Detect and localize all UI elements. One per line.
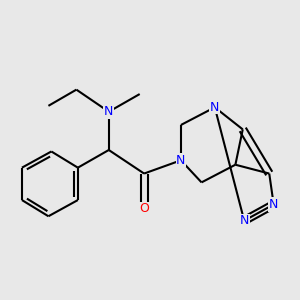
Text: N: N	[239, 214, 249, 227]
Text: O: O	[139, 202, 149, 215]
Text: N: N	[269, 198, 278, 211]
Text: N: N	[210, 101, 220, 114]
Text: N: N	[104, 105, 113, 118]
Text: N: N	[176, 154, 186, 167]
